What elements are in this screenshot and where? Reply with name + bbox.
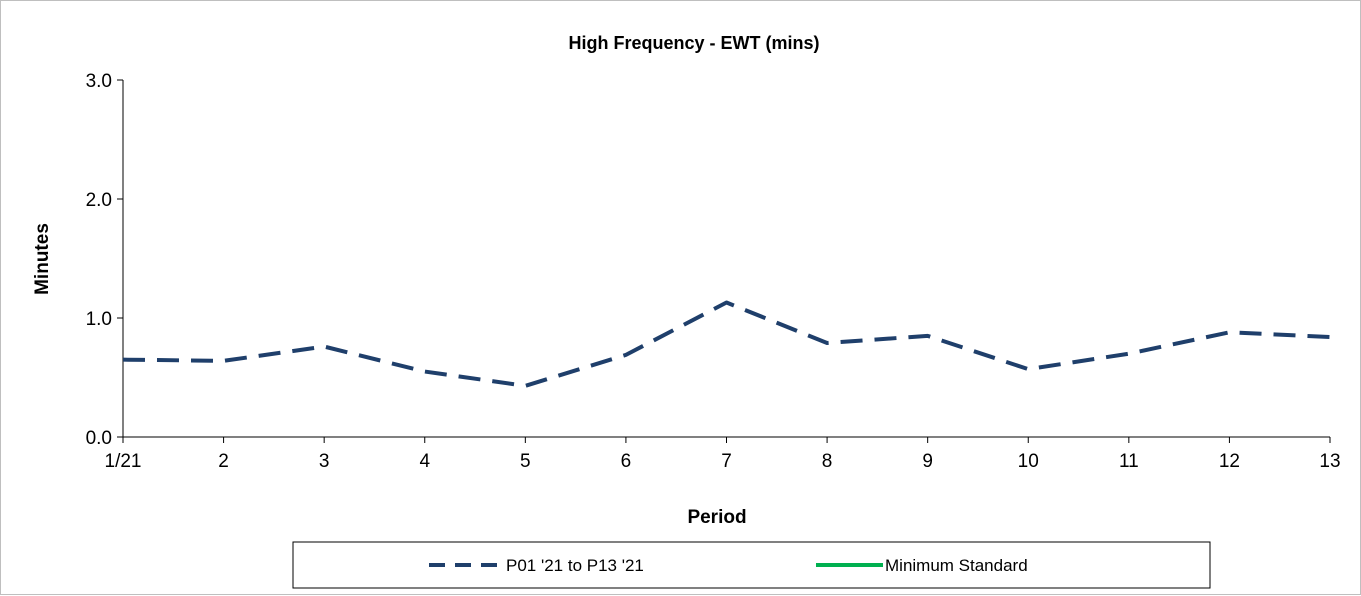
x-tick-label: 4 xyxy=(419,451,430,472)
x-tick-label: 9 xyxy=(922,451,933,472)
series-layer xyxy=(122,300,1331,388)
x-axis-label: Period xyxy=(687,507,746,528)
legend-label-p01-p13: P01 '21 to P13 '21 xyxy=(506,556,644,575)
x-tick-label: 10 xyxy=(1018,451,1039,472)
y-tick-label: 0.0 xyxy=(86,428,112,449)
y-tick-label: 2.0 xyxy=(86,190,112,211)
x-tick-label: 6 xyxy=(621,451,632,472)
series-line-0 xyxy=(122,300,1331,388)
x-tick-label: 12 xyxy=(1219,451,1240,472)
chart-title: High Frequency - EWT (mins) xyxy=(568,33,819,53)
x-tick-label: 2 xyxy=(218,451,229,472)
legend-box xyxy=(292,541,1211,589)
y-axis-label: Minutes xyxy=(32,223,53,295)
y-tick-label: 1.0 xyxy=(86,309,112,330)
x-tick-label: 11 xyxy=(1119,451,1139,472)
x-tick-label: 13 xyxy=(1319,451,1340,472)
x-tick-label: 8 xyxy=(822,451,833,472)
x-axis: 1/21 2 3 4 5 6 7 8 9 10 11 12 13 xyxy=(105,436,1341,472)
y-tick-label: 3.0 xyxy=(86,71,112,92)
legend-label-minimum-standard: Minimum Standard xyxy=(885,556,1028,575)
y-axis: 0.0 1.0 2.0 3.0 xyxy=(86,71,124,449)
legend: P01 '21 to P13 '21 Minimum Standard xyxy=(292,541,1211,589)
x-tick-label: 3 xyxy=(319,451,330,472)
x-tick-label: 5 xyxy=(520,451,531,472)
x-tick-label: 7 xyxy=(721,451,732,472)
x-tick-label: 1/21 xyxy=(105,451,142,472)
